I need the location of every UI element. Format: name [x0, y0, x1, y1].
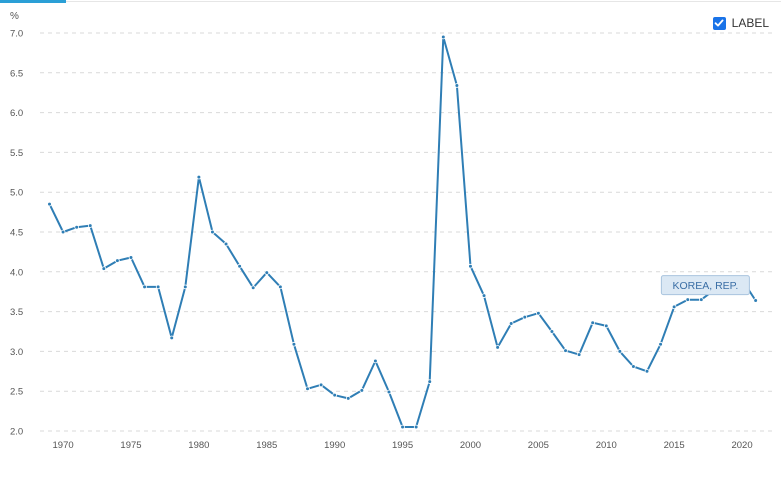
loading-progress-bar — [0, 0, 66, 3]
data-point[interactable] — [332, 392, 337, 398]
series-tooltip-label: KOREA, REP. — [673, 280, 739, 292]
y-tick-label: 2.5 — [10, 387, 23, 398]
data-point[interactable] — [155, 284, 161, 290]
data-point[interactable] — [142, 284, 147, 290]
data-point[interactable] — [182, 284, 188, 290]
data-point[interactable] — [318, 382, 324, 388]
x-axis-ticks: 1970 1975 1980 1985 1990 1995 2000 2005 2010 2015… — [53, 440, 753, 451]
data-point[interactable] — [603, 323, 609, 329]
data-point[interactable] — [427, 379, 433, 384]
data-point[interactable] — [658, 341, 663, 347]
data-point[interactable] — [237, 263, 242, 269]
data-point[interactable] — [481, 293, 487, 298]
y-tick-label: 7.0 — [10, 29, 23, 40]
grid-lines — [40, 32, 776, 432]
y-tick-label: 2.0 — [10, 427, 23, 438]
series-tooltip — [660, 275, 750, 296]
y-axis-unit-label: % — [10, 11, 19, 22]
x-tick-label: 1985 — [256, 440, 277, 451]
data-point[interactable] — [101, 266, 107, 271]
x-tick-label: 1975 — [120, 440, 141, 451]
data-point[interactable] — [413, 424, 419, 430]
legend-label: LABEL — [731, 16, 769, 30]
data-point[interactable] — [169, 335, 175, 341]
y-tick-label: 5.5 — [10, 148, 23, 159]
checkmark-icon — [714, 19, 724, 27]
data-point[interactable] — [536, 310, 541, 316]
x-tick-label: 1970 — [53, 440, 74, 451]
data-point[interactable] — [590, 320, 595, 326]
legend-checkbox[interactable] — [712, 16, 726, 30]
data-point[interactable] — [671, 304, 677, 310]
data-point[interactable] — [454, 83, 460, 88]
data-point[interactable] — [631, 364, 636, 369]
x-tick-label: 1980 — [188, 440, 209, 451]
data-point[interactable] — [264, 270, 270, 275]
data-point[interactable] — [210, 229, 215, 235]
y-tick-label: 5.0 — [10, 188, 23, 199]
data-point[interactable] — [441, 34, 446, 40]
data-point[interactable] — [60, 229, 66, 235]
y-axis-ticks: 2.0 2.5 3.0 3.5 4.0 4.5 5.0 5.5 6.0 6.5 7.0 — [10, 29, 23, 438]
x-tick-label: 2015 — [664, 440, 685, 451]
y-tick-label: 6.5 — [10, 68, 23, 79]
y-tick-label: 4.5 — [10, 228, 23, 239]
data-point[interactable] — [291, 341, 297, 347]
x-tick-label: 2010 — [596, 440, 617, 451]
x-tick-label: 1995 — [392, 440, 413, 451]
data-point[interactable] — [278, 284, 283, 290]
data-point[interactable] — [115, 258, 120, 263]
data-point[interactable] — [386, 389, 392, 395]
data-point[interactable] — [563, 348, 568, 353]
data-point[interactable] — [223, 241, 229, 247]
data-point[interactable] — [305, 386, 310, 392]
data-point[interactable] — [753, 298, 758, 303]
data-point[interactable] — [345, 396, 351, 401]
annotation-group: KOREA, REP. — [660, 275, 750, 296]
data-point[interactable] — [196, 174, 202, 180]
data-point[interactable] — [644, 368, 650, 374]
data-point[interactable] — [359, 388, 365, 393]
data-point[interactable] — [87, 223, 93, 228]
data-point[interactable] — [549, 329, 555, 334]
data-point[interactable] — [617, 349, 623, 354]
y-tick-label: 6.0 — [10, 108, 23, 119]
y-tick-label: 3.5 — [10, 307, 23, 318]
data-point[interactable] — [47, 201, 52, 207]
data-point[interactable] — [74, 224, 79, 230]
data-point[interactable] — [373, 358, 378, 364]
data-point[interactable] — [400, 424, 405, 430]
data-point[interactable] — [468, 263, 473, 269]
data-point[interactable] — [508, 321, 514, 326]
data-point[interactable] — [250, 285, 256, 291]
data-point[interactable] — [576, 352, 582, 357]
data-point[interactable] — [685, 297, 691, 302]
y-tick-label: 3.0 — [10, 347, 23, 358]
x-tick-label: 1990 — [324, 440, 345, 451]
x-tick-label: 2005 — [528, 440, 549, 451]
data-point[interactable] — [495, 345, 500, 350]
data-point[interactable] — [128, 255, 134, 260]
data-point[interactable] — [699, 297, 704, 302]
data-point[interactable] — [522, 314, 528, 320]
y-tick-label: 4.0 — [10, 267, 23, 278]
x-tick-label: 2020 — [731, 440, 752, 451]
series-group — [47, 34, 758, 430]
x-tick-label: 2000 — [460, 440, 481, 451]
legend-toggle[interactable]: LABEL — [712, 16, 769, 30]
top-divider — [66, 1, 781, 2]
